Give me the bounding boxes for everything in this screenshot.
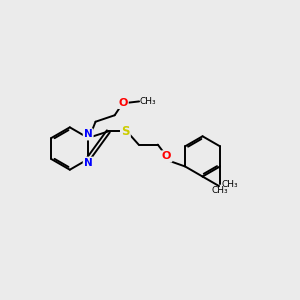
Text: CH₃: CH₃ [222,180,238,189]
Text: N: N [84,158,92,168]
Text: O: O [118,98,128,108]
Text: O: O [162,152,171,161]
Text: N: N [84,129,92,140]
Text: S: S [121,125,130,138]
Text: CH₃: CH₃ [212,186,228,195]
Text: CH₃: CH₃ [139,97,156,106]
